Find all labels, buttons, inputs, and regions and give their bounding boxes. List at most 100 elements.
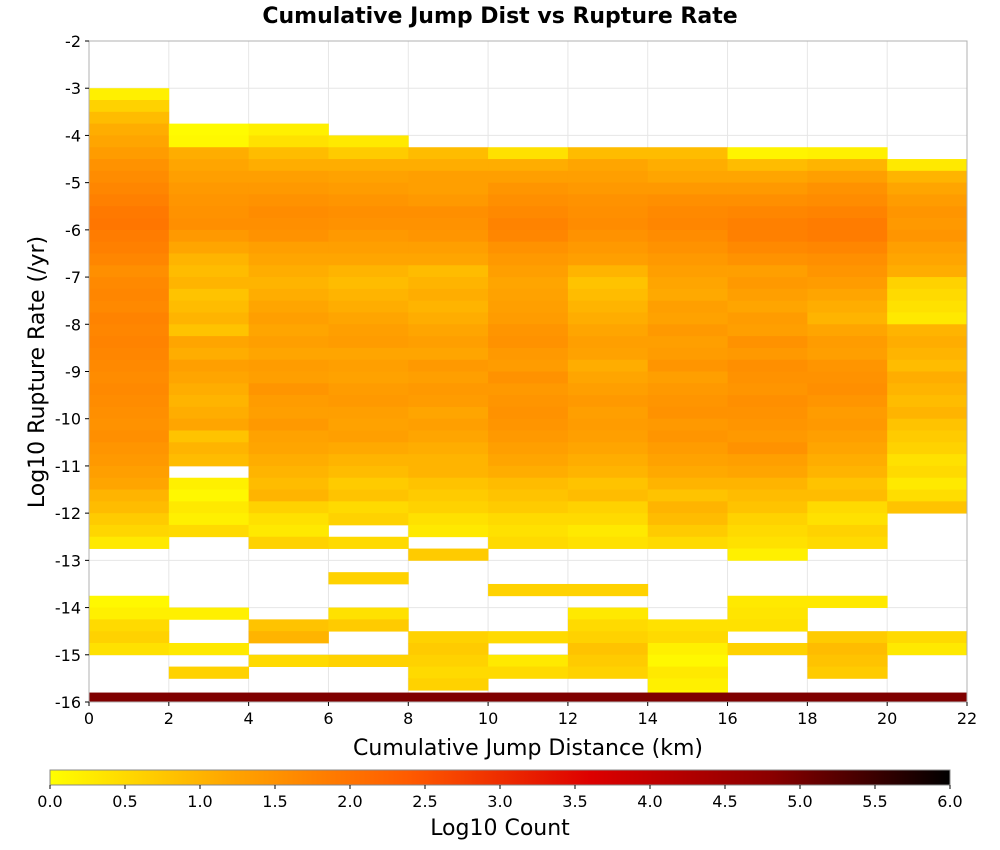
heatmap-cell: [408, 666, 489, 679]
heatmap-cell: [89, 406, 170, 420]
x-tick-label: 0: [84, 709, 94, 728]
heatmap-cell: [567, 666, 649, 679]
heatmap-cells: [89, 88, 968, 703]
heatmap-cell: [328, 336, 409, 349]
heatmap-cell: [168, 607, 250, 620]
heatmap-cell: [89, 288, 170, 302]
heatmap-cell: [727, 642, 808, 656]
y-tick-label: -5: [65, 174, 81, 193]
heatmap-cell: [408, 300, 489, 313]
heatmap-cell: [89, 170, 170, 184]
heatmap-cell: [727, 300, 808, 313]
heatmap-cell: [168, 347, 250, 361]
heatmap-cell: [89, 442, 170, 455]
heatmap-cell: [408, 324, 489, 337]
x-tick-label: 2: [164, 709, 174, 728]
heatmap-cell: [89, 229, 170, 243]
heatmap-cell: [488, 536, 569, 549]
heatmap-cell: [488, 277, 569, 290]
heatmap-cell: [328, 465, 409, 479]
heatmap-cell: [89, 642, 170, 656]
y-tick-label: -7: [65, 268, 81, 287]
heatmap-cell: [887, 371, 968, 384]
heatmap-cell: [488, 229, 569, 243]
heatmap-cell: [807, 489, 888, 502]
heatmap-cell: [248, 631, 329, 644]
heatmap-cell: [248, 241, 329, 254]
heatmap-cell: [168, 288, 250, 302]
y-tick-label: -8: [65, 315, 81, 334]
heatmap-cell: [328, 418, 409, 431]
y-tick-label: -10: [55, 410, 81, 429]
heatmap-cell: [567, 300, 649, 313]
heatmap-bottom-row: [89, 692, 967, 702]
heatmap-cell: [248, 336, 329, 349]
heatmap-cell: [248, 147, 329, 160]
heatmap-cell: [727, 477, 808, 490]
heatmap-cell: [647, 359, 728, 372]
heatmap-cell: [248, 536, 329, 549]
y-axis-ticks: -2 -3 -4 -5 -6 -7 -8 -9 -10 -11 -12 -13 -14 -15 -16: [55, 32, 89, 712]
heatmap-cell: [408, 241, 489, 254]
heatmap-cell: [647, 418, 728, 431]
heatmap-cell: [807, 371, 888, 384]
heatmap-cell: [168, 477, 250, 490]
heatmap-cell: [248, 454, 329, 467]
heatmap-cell: [567, 465, 649, 479]
heatmap-cell: [567, 418, 649, 431]
heatmap-cell: [567, 654, 649, 667]
heatmap-cell: [727, 465, 808, 479]
heatmap-cell: [328, 654, 409, 667]
heatmap-cell: [248, 182, 329, 195]
x-tick-label: 8: [403, 709, 413, 728]
heatmap-cell: [328, 501, 409, 514]
chart-title: Cumulative Jump Dist vs Rupture Rate: [262, 4, 737, 29]
heatmap-cell: [567, 501, 649, 514]
heatmap-cell: [89, 159, 170, 172]
heatmap-cell: [807, 524, 888, 538]
heatmap-cell: [807, 430, 888, 443]
y-tick-label: -3: [65, 79, 81, 98]
heatmap-cell: [727, 277, 808, 290]
heatmap-cell: [567, 583, 649, 597]
heatmap-cell: [248, 277, 329, 290]
heatmap-cell: [727, 336, 808, 349]
heatmap-cell: [727, 359, 808, 372]
heatmap-cell: [168, 300, 250, 313]
heatmap-cell: [168, 383, 250, 396]
heatmap-cell: [727, 489, 808, 502]
heatmap-cell: [807, 253, 888, 266]
heatmap-cell: [248, 288, 329, 302]
heatmap-cell: [89, 454, 170, 467]
heatmap-cell: [887, 300, 968, 313]
heatmap-cell: [807, 229, 888, 243]
heatmap-cell: [488, 430, 569, 443]
heatmap-cell: [727, 595, 808, 608]
heatmap-cell: [408, 454, 489, 467]
heatmap-cell: [647, 159, 728, 172]
heatmap-cell: [807, 465, 888, 479]
heatmap-cell: [408, 371, 489, 384]
heatmap-cell: [168, 442, 250, 455]
heatmap-cell: [488, 631, 569, 644]
heatmap-cell: [328, 513, 409, 526]
heatmap-cell: [488, 347, 569, 361]
heatmap-cell: [408, 312, 489, 325]
colorbar-ticks: 0.0 0.5 1.0 1.5 2.0 2.5 3.0 3.5 4.0 4.5 5.0 5.5 6.0: [37, 785, 963, 811]
heatmap-cell: [488, 194, 569, 207]
heatmap-cell: [488, 159, 569, 172]
y-tick-label: -9: [65, 363, 81, 382]
y-tick-label: -16: [55, 693, 81, 712]
heatmap-cell: [89, 595, 170, 608]
heatmap-cell: [647, 477, 728, 490]
y-tick-label: -6: [65, 221, 81, 240]
heatmap-cell: [727, 324, 808, 337]
heatmap-cell: [488, 477, 569, 490]
heatmap-cell: [727, 442, 808, 455]
heatmap-cell: [567, 430, 649, 443]
heatmap-cell: [89, 465, 170, 479]
heatmap-cell: [567, 324, 649, 337]
heatmap-cell: [647, 642, 728, 656]
heatmap-cell: [567, 194, 649, 207]
